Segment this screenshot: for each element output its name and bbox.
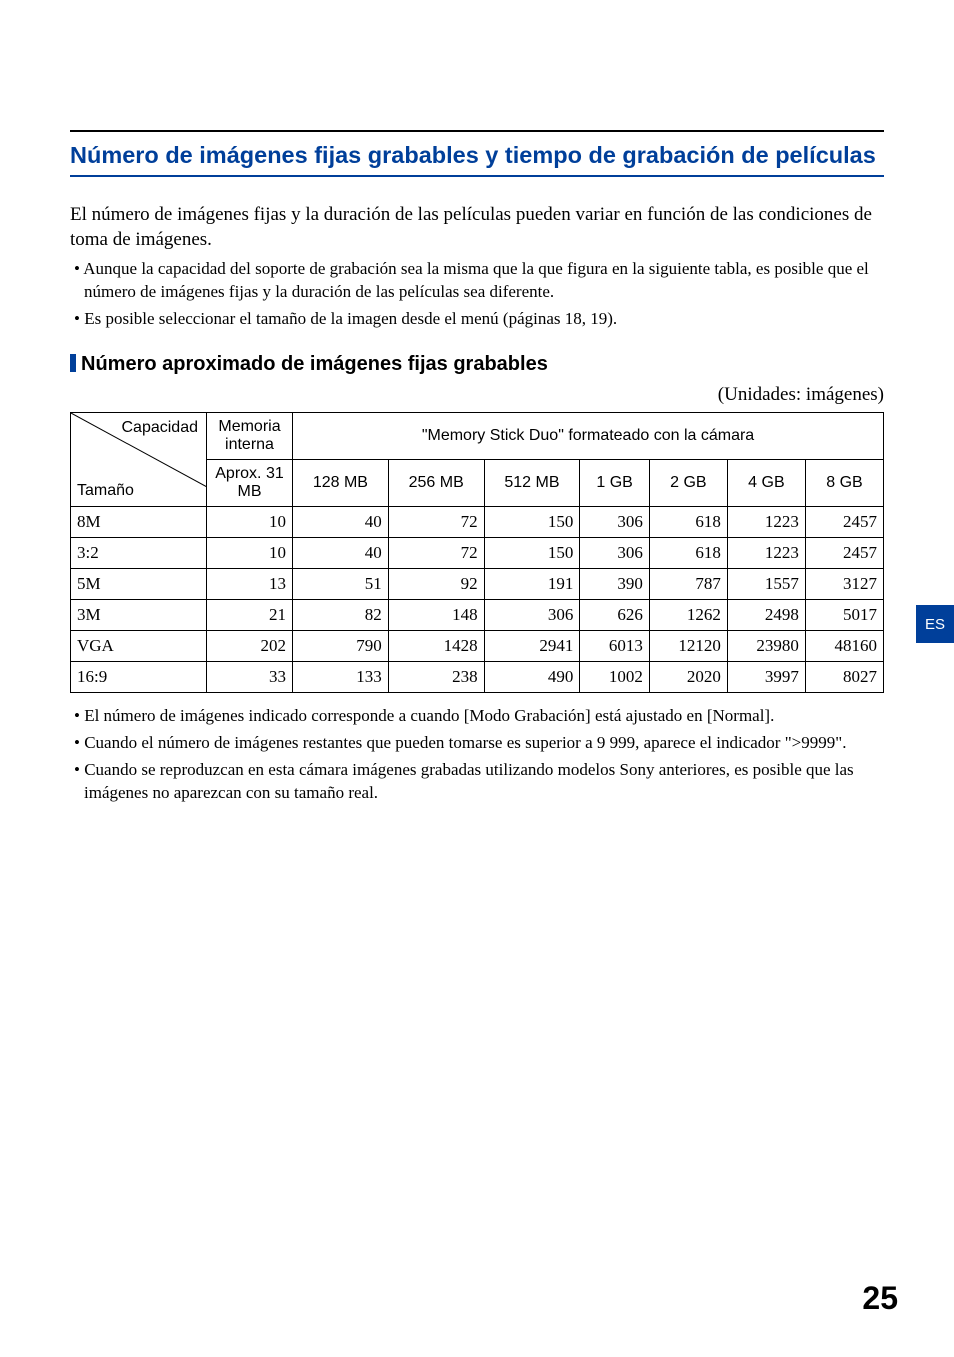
cell: 2020 bbox=[649, 662, 727, 693]
header-internal: Memoria interna bbox=[207, 413, 293, 460]
language-tab: ES bbox=[916, 605, 954, 643]
bullet-item: Cuando el número de imágenes restantes q… bbox=[70, 732, 884, 755]
cell: 133 bbox=[293, 662, 389, 693]
header-cap: 128 MB bbox=[293, 460, 389, 507]
cell: 202 bbox=[207, 631, 293, 662]
header-internal-sub: Aprox. 31 MB bbox=[207, 460, 293, 507]
row-label: 16:9 bbox=[71, 662, 207, 693]
diag-bottom-label: Tamaño bbox=[77, 482, 134, 500]
cell: 40 bbox=[293, 538, 389, 569]
cell: 1223 bbox=[727, 538, 805, 569]
sub-heading: Número aproximado de imágenes fijas grab… bbox=[70, 353, 884, 376]
row-label: 8M bbox=[71, 507, 207, 538]
page-number: 25 bbox=[862, 1280, 898, 1317]
header-cap: 2 GB bbox=[649, 460, 727, 507]
intro-text: El número de imágenes fijas y la duració… bbox=[70, 203, 884, 252]
top-rule bbox=[70, 130, 884, 132]
cell: 8027 bbox=[805, 662, 883, 693]
header-cap: 512 MB bbox=[484, 460, 580, 507]
header-cap: 256 MB bbox=[388, 460, 484, 507]
cell: 1002 bbox=[580, 662, 650, 693]
cell: 2941 bbox=[484, 631, 580, 662]
bottom-bullet-list: El número de imágenes indicado correspon… bbox=[70, 705, 884, 805]
cell: 92 bbox=[388, 569, 484, 600]
units-label: (Unidades: imágenes) bbox=[70, 384, 884, 406]
bullet-item: El número de imágenes indicado correspon… bbox=[70, 705, 884, 728]
cell: 72 bbox=[388, 538, 484, 569]
cell: 33 bbox=[207, 662, 293, 693]
header-cap: 8 GB bbox=[805, 460, 883, 507]
table-row: 8M 10 40 72 150 306 618 1223 2457 bbox=[71, 507, 884, 538]
cell: 3997 bbox=[727, 662, 805, 693]
diag-top-label: Capacidad bbox=[122, 419, 199, 437]
cell: 1262 bbox=[649, 600, 727, 631]
diag-header-cell: Capacidad Tamaño bbox=[71, 413, 207, 507]
page-title: Número de imágenes fijas grabables y tie… bbox=[70, 138, 884, 177]
cell: 5017 bbox=[805, 600, 883, 631]
cell: 10 bbox=[207, 538, 293, 569]
table-row: 5M 13 51 92 191 390 787 1557 3127 bbox=[71, 569, 884, 600]
cell: 790 bbox=[293, 631, 389, 662]
cell: 2457 bbox=[805, 507, 883, 538]
cell: 626 bbox=[580, 600, 650, 631]
top-bullet-list: Aunque la capacidad del soporte de graba… bbox=[70, 258, 884, 331]
row-label: 3:2 bbox=[71, 538, 207, 569]
header-mstick: "Memory Stick Duo" formateado con la cám… bbox=[293, 413, 884, 460]
cell: 150 bbox=[484, 507, 580, 538]
table-body: 8M 10 40 72 150 306 618 1223 2457 3:2 10… bbox=[71, 507, 884, 693]
cell: 618 bbox=[649, 507, 727, 538]
cell: 82 bbox=[293, 600, 389, 631]
cell: 618 bbox=[649, 538, 727, 569]
header-cap: 4 GB bbox=[727, 460, 805, 507]
cell: 6013 bbox=[580, 631, 650, 662]
cell: 2498 bbox=[727, 600, 805, 631]
cell: 40 bbox=[293, 507, 389, 538]
cell: 150 bbox=[484, 538, 580, 569]
cell: 13 bbox=[207, 569, 293, 600]
cell: 148 bbox=[388, 600, 484, 631]
bullet-item: Cuando se reproduzcan en esta cámara imá… bbox=[70, 759, 884, 805]
bullet-item: Aunque la capacidad del soporte de graba… bbox=[70, 258, 884, 304]
bullet-item: Es posible seleccionar el tamaño de la i… bbox=[70, 308, 884, 331]
cell: 3127 bbox=[805, 569, 883, 600]
cell: 23980 bbox=[727, 631, 805, 662]
table-row: 16:9 33 133 238 490 1002 2020 3997 8027 bbox=[71, 662, 884, 693]
cell: 48160 bbox=[805, 631, 883, 662]
cell: 21 bbox=[207, 600, 293, 631]
header-cap: 1 GB bbox=[580, 460, 650, 507]
sub-heading-text: Número aproximado de imágenes fijas grab… bbox=[81, 353, 548, 375]
cell: 1223 bbox=[727, 507, 805, 538]
cell: 2457 bbox=[805, 538, 883, 569]
images-table: Capacidad Tamaño Memoria interna "Memory… bbox=[70, 412, 884, 693]
cell: 787 bbox=[649, 569, 727, 600]
cell: 390 bbox=[580, 569, 650, 600]
accent-bar-icon bbox=[70, 354, 76, 372]
row-label: VGA bbox=[71, 631, 207, 662]
cell: 191 bbox=[484, 569, 580, 600]
cell: 1428 bbox=[388, 631, 484, 662]
cell: 10 bbox=[207, 507, 293, 538]
table-row: 3:2 10 40 72 150 306 618 1223 2457 bbox=[71, 538, 884, 569]
table-row: VGA 202 790 1428 2941 6013 12120 23980 4… bbox=[71, 631, 884, 662]
cell: 238 bbox=[388, 662, 484, 693]
cell: 51 bbox=[293, 569, 389, 600]
row-label: 3M bbox=[71, 600, 207, 631]
cell: 306 bbox=[484, 600, 580, 631]
cell: 72 bbox=[388, 507, 484, 538]
cell: 490 bbox=[484, 662, 580, 693]
cell: 12120 bbox=[649, 631, 727, 662]
cell: 1557 bbox=[727, 569, 805, 600]
row-label: 5M bbox=[71, 569, 207, 600]
table-row: 3M 21 82 148 306 626 1262 2498 5017 bbox=[71, 600, 884, 631]
cell: 306 bbox=[580, 538, 650, 569]
cell: 306 bbox=[580, 507, 650, 538]
